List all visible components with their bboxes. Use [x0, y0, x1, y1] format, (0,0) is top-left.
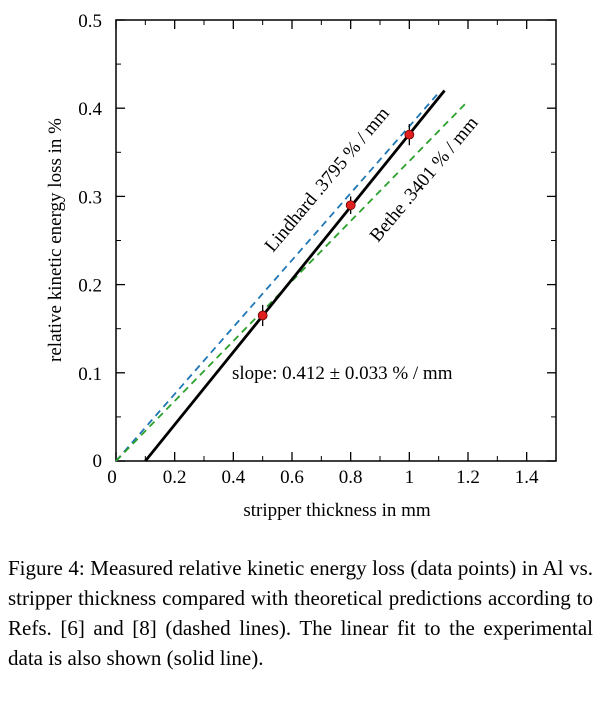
y-tick-label: 0.2: [78, 276, 102, 297]
x-tick-label: 0.8: [339, 467, 363, 488]
y-tick-label: 0: [93, 451, 103, 472]
y-axis-title: relative kinetic energy loss in %: [45, 118, 66, 362]
chart: 0 0.2 0.4 0.6 0.8 1 1.2 1.400.10.20.30.40.5 Lin…: [45, 11, 557, 521]
x-tick-label: 0: [107, 467, 117, 488]
x-tick-label: 0.4: [221, 467, 245, 488]
y-tick-label: 0.4: [78, 99, 102, 120]
axis-ticks: 0 0.2 0.4 0.6 0.8 1 1.2 1.4 0 0.1 0.2 0.3 0.4 0.5: [78, 11, 557, 488]
data-point: [345, 200, 356, 211]
slope-label: slope: 0.412 ± 0.033 % / mm: [232, 363, 453, 384]
y-tick-label: 0.5: [78, 11, 102, 32]
plot-border: [115, 19, 557, 462]
y-tick-label: 0.3: [78, 187, 102, 208]
x-tick-label: 0.2: [163, 467, 187, 488]
plot-frame: [115, 19, 557, 462]
x-tick-label: 1.4: [515, 467, 539, 488]
figure-caption: Figure 4: Measured relative kinetic ener…: [8, 556, 593, 670]
data-point: [257, 310, 268, 321]
bethe-label: Bethe .3401 % / mm: [366, 112, 483, 246]
data-point: [404, 129, 415, 140]
series-lines: [115, 89, 469, 462]
y-tick-label: 0.1: [78, 364, 102, 385]
data-points: [257, 124, 415, 327]
fit-line: [144, 89, 446, 462]
lindhard-line: [115, 92, 440, 462]
x-tick-label: 1.2: [456, 467, 480, 488]
x-tick-label: 1: [405, 467, 415, 488]
x-axis-title: stripper thickness in mm: [243, 500, 431, 521]
x-tick-label: 0.6: [280, 467, 304, 488]
